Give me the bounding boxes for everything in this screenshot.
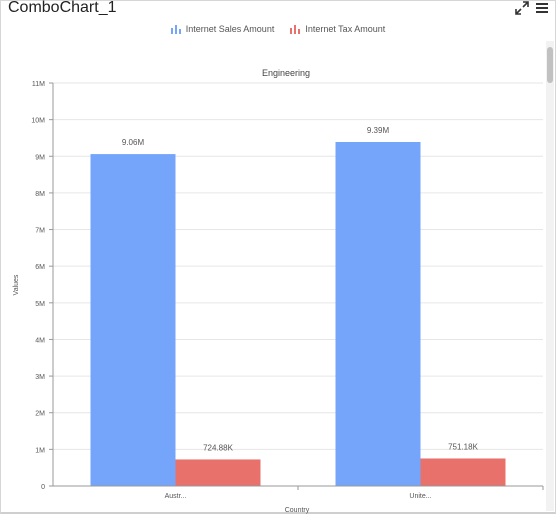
legend-label-sales: Internet Sales Amount <box>185 24 275 34</box>
y-axis: 0 1M 2M 3M 4M 5M 6M 7M 8M 9M 10M 11M <box>31 81 54 491</box>
data-label: 9.06M <box>122 138 145 147</box>
y-tick-label: 1M <box>35 447 45 454</box>
y-tick-label: 9M <box>35 154 45 161</box>
y-tick-label: 8M <box>35 191 45 198</box>
bar <box>175 459 261 486</box>
bar-series-icon <box>170 25 181 34</box>
data-label: 724.88K <box>203 443 233 452</box>
vertical-scrollbar[interactable] <box>546 41 554 511</box>
data-label: 751.18K <box>448 442 478 451</box>
x-axis-label: Country <box>285 507 310 514</box>
bar-series-icon <box>290 25 301 34</box>
legend-item-tax[interactable]: Internet Tax Amount <box>290 21 385 37</box>
x-tick-label: Unite... <box>409 493 431 500</box>
x-axis: Austr... Unite... <box>53 485 544 500</box>
chart-title: Engineering <box>262 68 310 78</box>
chart-legend: Internet Sales Amount Internet Tax Amoun… <box>1 21 555 37</box>
y-tick-label: 7M <box>35 228 45 235</box>
widget-title: ComboChart_1 <box>8 0 117 16</box>
y-tick-label: 2M <box>35 411 45 418</box>
bar <box>335 141 421 486</box>
x-tick-label: Austr... <box>165 493 187 500</box>
bar <box>90 154 176 486</box>
bar-series: 9.06M 724.88K 9.39M 751.18K <box>90 126 506 486</box>
y-tick-label: 11M <box>32 81 45 88</box>
y-tick-label: 3M <box>35 374 45 381</box>
y-tick-label: 4M <box>35 337 45 344</box>
y-tick-label: 10M <box>31 118 45 125</box>
widget-toolbar <box>515 1 549 15</box>
data-label: 9.39M <box>367 126 390 135</box>
y-tick-label: 5M <box>35 301 45 308</box>
bar-chart: Engineering 0 1M 2M 3M 4M 5M 6M 7M 8M 9M 10M 11M 9.… <box>13 68 544 514</box>
scrollbar-thumb[interactable] <box>547 47 553 83</box>
hamburger-menu-icon[interactable] <box>535 1 549 15</box>
expand-icon[interactable] <box>515 1 529 15</box>
legend-item-sales[interactable]: Internet Sales Amount <box>170 21 275 37</box>
y-tick-label: 6M <box>35 264 45 271</box>
bar <box>420 458 506 486</box>
y-tick-label: 0 <box>41 484 45 491</box>
y-axis-label: Values <box>13 274 20 295</box>
legend-label-tax: Internet Tax Amount <box>305 24 386 34</box>
